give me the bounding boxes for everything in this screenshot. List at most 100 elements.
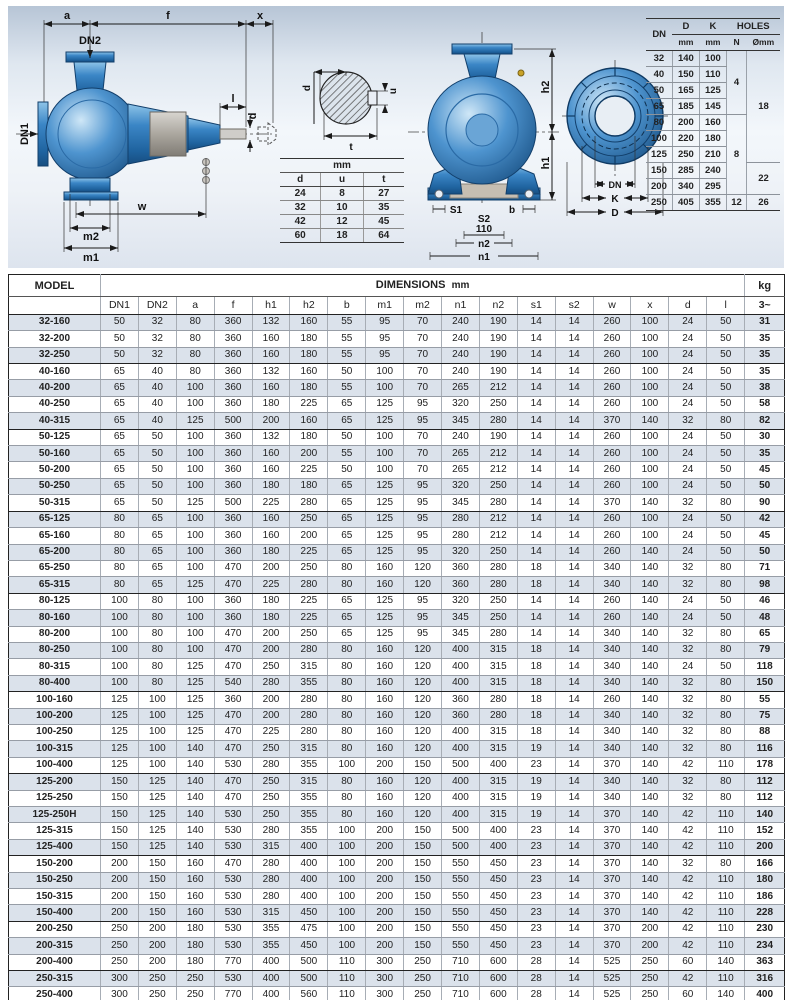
dim-cell: 100 [327,822,366,840]
cell: 200 [646,178,673,195]
weight-cell: 38 [744,379,785,397]
dim-cell: 240 [441,347,480,365]
dim-cell: 65 [137,544,177,561]
dim-cell: 14 [554,790,594,808]
dim-cell: 355 [251,937,290,955]
dim-cell: 120 [403,675,442,693]
dim-cell: 19 [516,740,556,758]
weight-cell: 58 [744,396,785,414]
dim-cell: 18 [516,708,556,725]
dim-cell: 280 [478,412,518,430]
dim-cell: 340 [592,658,631,676]
dim-cell: 250 [137,970,177,988]
model-cell: 40-160 [8,363,101,381]
table-row: 80-400 100 80 125 540 280 355 80 160 120 400 315 18 1… [8,675,785,693]
section-label-t: t [349,142,353,153]
dim-cell: 125 [175,658,215,676]
dim-cell: 32 [137,330,177,348]
dim-cell: 110 [706,839,745,857]
cell: 24 [280,186,321,201]
model-cell: 250-400 [8,986,101,1000]
dim-cell: 120 [403,642,442,660]
dim-cell: 14 [516,396,556,414]
dim-cell: 360 [213,445,253,463]
dim-cell: 80 [137,609,177,627]
model-cell: 80-315 [8,658,101,676]
dim-cell: 160 [289,412,328,430]
dim-cell: 18 [516,675,556,693]
dim-cell: 250 [100,937,139,955]
dim-cell: 14 [554,675,594,693]
dim-cell: 400 [441,658,480,676]
dim-cell: 14 [516,544,556,561]
dim-cell: 470 [213,626,253,643]
dim-cell: 14 [516,478,556,496]
dim-cell: 500 [441,822,480,840]
dim-cell: 120 [403,740,442,758]
dim-cell: 65 [327,396,366,414]
dim-cell: 370 [592,839,631,857]
model-cell: 65-250 [8,560,101,578]
cell: 250 [671,146,700,163]
dim-cell: 50 [327,429,366,447]
dim-cell: 80 [327,806,366,824]
dim-cell: 65 [100,429,139,447]
dim-cell: 100 [100,675,139,693]
dim-cell: 550 [441,921,480,939]
dim-cell: 200 [365,855,404,873]
model-cell: 80-400 [8,675,101,693]
col-x: x [630,296,669,315]
dim-cell: 160 [365,724,404,742]
col-f: f [213,296,253,315]
dim-cell: 400 [251,986,290,1000]
weight-cell: 31 [744,314,785,332]
table-row: 32-250 50 32 80 360 160 180 55 95 70 240 190 14 14 260… [8,347,785,365]
dim-cell: 265 [441,461,480,479]
dim-cell: 150 [100,806,139,824]
dim-cell: 100 [175,396,215,414]
model-cell: 100-400 [8,757,101,775]
dim-cell: 100 [175,593,215,611]
dim-cell: 140 [630,708,669,725]
dim-cell: 340 [592,675,631,693]
dim-cell: 345 [441,626,480,643]
dim-cell: 14 [516,379,556,397]
dim-cell: 180 [289,330,328,348]
dim-cell: 100 [137,708,177,725]
dim-cell: 80 [137,642,177,660]
dim-cell: 125 [175,576,215,594]
dim-cell: 250 [175,970,215,988]
model-cell: 150-315 [8,888,101,906]
dim-cell: 50 [706,593,745,611]
dim-cell: 80 [100,576,139,594]
dim-cell: 315 [478,675,518,693]
dim-cell: 70 [403,314,442,332]
dim-cell: 65 [327,527,366,545]
dim-cell: 360 [441,708,480,725]
model-cell: 100-250 [8,724,101,742]
dim-cell: 95 [403,593,442,611]
dim-cell: 100 [100,593,139,611]
table-row: 50-250 65 50 100 360 180 180 65 125 95 320 250 14 14 2… [8,478,785,496]
dim-cell: 95 [365,347,404,365]
dim-cell: 80 [706,855,745,873]
dim-cell: 150 [403,757,442,775]
dim-cell: 140 [175,773,215,791]
dim-cell: 212 [478,511,518,529]
dim-cell: 180 [251,396,290,414]
col-m1: m1 [365,296,404,315]
dim-cell: 160 [175,888,215,906]
dim-cell: 100 [327,855,366,873]
dim-cell: 125 [137,839,177,857]
dim-cell: 24 [668,609,707,627]
dim-cell: 125 [137,822,177,840]
table-row: 200 340 295 [646,178,780,195]
dim-cell: 225 [289,593,328,611]
dim-cell: 23 [516,937,556,955]
dim-cell: 100 [630,527,669,545]
model-cell: 50-250 [8,478,101,496]
dim-cell: 24 [668,445,707,463]
dim-cell: 360 [441,691,480,709]
dim-cell: 100 [327,839,366,857]
dim-cell: 260 [592,363,631,381]
